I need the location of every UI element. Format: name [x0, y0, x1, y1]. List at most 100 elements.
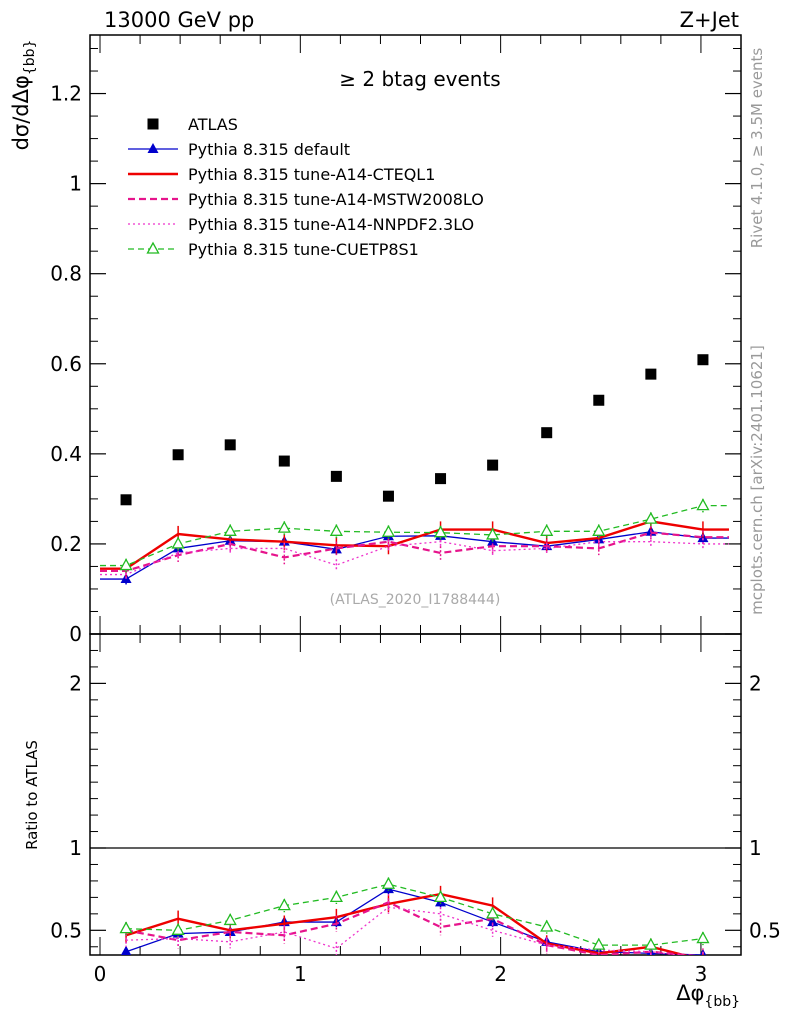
xtick-label: 0	[94, 962, 107, 986]
main-ylabel: dσ/dΔφ{bb}	[9, 40, 38, 151]
ratio-series-line	[126, 883, 704, 946]
ratio-ytick-label-right: 0.5	[749, 918, 781, 942]
ratio-point	[486, 906, 500, 919]
main-series-line	[100, 541, 729, 576]
rivet-label: Rivet 4.1.0, ≥ 3.5M events	[748, 48, 766, 249]
legend-entry: Pythia 8.315 tune-A14-CTEQL1	[128, 165, 435, 184]
ratio-ytick-label: 2	[69, 671, 82, 695]
ratio-series-line	[126, 906, 683, 955]
ratio-ytick-label-right: 2	[749, 671, 762, 695]
main-point	[223, 523, 237, 536]
ratio-point	[381, 876, 396, 889]
main-ytick-label: 0	[69, 622, 82, 646]
atlas-point	[172, 449, 184, 461]
atlas-point	[487, 459, 499, 471]
xtick-label: 1	[294, 962, 307, 986]
atlas-point	[435, 473, 447, 485]
main-series-4	[100, 535, 729, 581]
ratio-point	[644, 937, 658, 950]
legend-entry: Pythia 8.315 tune-CUETP8S1	[128, 240, 419, 259]
legend-entry: Pythia 8.315 default	[128, 140, 350, 159]
ratio-ylabel: Ratio to ATLAS	[23, 740, 41, 850]
xlabel: Δφ{bb}	[676, 981, 740, 1010]
main-point	[277, 520, 291, 533]
ratio-point	[329, 890, 343, 903]
legend-entry: Pythia 8.315 tune-A14-NNPDF2.3LO	[128, 215, 474, 234]
main-point	[433, 525, 448, 538]
main-point	[592, 523, 606, 536]
main-ytick-label: 0.4	[50, 442, 82, 466]
legend-marker	[147, 143, 159, 153]
ratio-series-2	[125, 885, 704, 955]
xlabel-main: Δφ	[676, 981, 704, 1005]
atlas-point	[593, 394, 605, 406]
main-ylabel-sub: {bb}	[22, 40, 38, 76]
ratio-series-line	[125, 901, 698, 955]
legend-label: Pythia 8.315 tune-CUETP8S1	[188, 240, 419, 259]
xtick-label: 2	[494, 962, 507, 986]
main-series-line	[100, 504, 729, 567]
atlas-point	[224, 439, 236, 451]
legend-entry: ATLAS	[147, 115, 238, 134]
main-series-atlas	[120, 354, 709, 506]
ratio-ytick-label-right: 1	[749, 836, 762, 860]
main-point	[171, 536, 185, 549]
ratio-series-5	[119, 876, 710, 952]
ratio-frame	[89, 633, 742, 956]
ratio-point	[119, 921, 133, 934]
mcplots-label: mcplots.cern.ch [arXiv:2401.10621]	[748, 345, 766, 615]
main-ytick-label: 0.8	[50, 262, 82, 286]
ratio-point	[696, 931, 710, 944]
xlabel-sub: {bb}	[704, 994, 740, 1010]
ratio-series-line	[125, 892, 689, 955]
atlas-point	[541, 427, 553, 439]
main-title: ≥ 2 btag events	[339, 67, 500, 91]
xtick-label: 3	[695, 962, 708, 986]
main-series-5	[100, 498, 729, 573]
ratio-point	[540, 919, 554, 932]
main-series-line	[100, 531, 729, 580]
main-ylabel-main: dσ/dΔφ	[9, 75, 33, 150]
main-series-line	[100, 531, 729, 573]
header-process: Z+Jet	[680, 8, 739, 32]
main-point	[540, 523, 554, 536]
legend-label: Pythia 8.315 tune-A14-NNPDF2.3LO	[188, 215, 474, 234]
main-point	[486, 527, 500, 540]
legend-marker	[147, 118, 159, 130]
main-series-line	[100, 520, 729, 570]
atlas-point	[382, 490, 394, 502]
main-point	[644, 511, 658, 524]
ratio-series-4	[125, 900, 704, 955]
ratio-panel: 0.5 0.5 1 1 2 2 0 1 2 3	[50, 633, 781, 986]
header-energy: 13000 GeV pp	[104, 8, 254, 32]
main-point	[381, 524, 396, 537]
ratio-series-1	[120, 883, 707, 955]
main-series-3	[100, 525, 729, 578]
atlas-point	[330, 470, 342, 482]
main-ytick-label: 1	[69, 172, 82, 196]
ratio-ytick-label: 0.5	[50, 918, 82, 942]
ratio-point	[223, 913, 237, 926]
main-ytick-label: 1.2	[50, 82, 82, 106]
watermark: (ATLAS_2020_I1788444)	[330, 592, 501, 608]
legend-label: Pythia 8.315 tune-A14-MSTW2008LO	[188, 190, 484, 209]
ratio-point	[487, 916, 499, 927]
main-ytick-label: 0.2	[50, 532, 82, 556]
atlas-point	[645, 368, 657, 380]
main-ytick-label: 0.6	[50, 352, 82, 376]
ratio-point	[277, 898, 291, 911]
ratio-point	[171, 922, 185, 935]
legend-label: ATLAS	[188, 115, 238, 134]
legend-label: Pythia 8.315 default	[188, 140, 350, 159]
atlas-point	[697, 354, 709, 366]
ratio-point	[120, 945, 132, 955]
atlas-point	[120, 494, 132, 506]
main-panel: 0 0.2 0.4 0.6 0.8 1 1.2 ≥ 2 btag events (ATLAS…	[50, 34, 742, 646]
legend: ATLAS Pythia 8.315 default Pythia 8.315 tu…	[128, 115, 484, 259]
main-point	[119, 558, 133, 571]
legend-label: Pythia 8.315 tune-A14-CTEQL1	[188, 165, 435, 184]
ratio-ytick-label: 1	[69, 836, 82, 860]
main-point	[696, 498, 710, 511]
ratio-point	[433, 890, 448, 903]
